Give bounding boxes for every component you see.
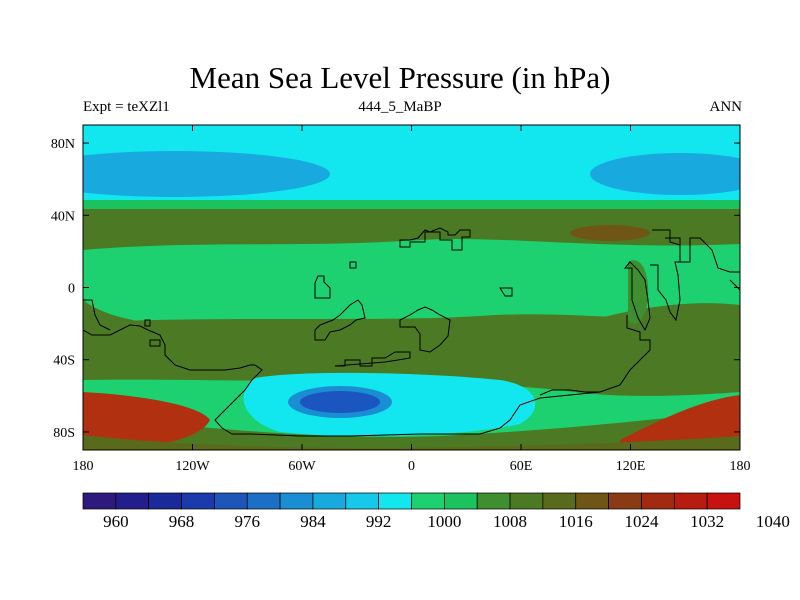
contour-field [83,125,740,450]
lat-label: 40S [53,354,75,369]
coast-island [349,261,357,269]
run-label: 444_5_MaBP [358,99,442,115]
band-polar-high-west [83,392,210,450]
colorbar-swatch [641,492,675,510]
coast-greenland [314,275,331,299]
colorbar-swatch [608,492,642,510]
colorbar-label: 984 [300,512,326,531]
coast-india [650,237,681,322]
band-equatorial [83,238,740,322]
colorbar-label: 992 [365,512,392,531]
colorbar-swatch [476,492,511,510]
lon-label: 0 [408,459,415,474]
colorbar-label: 960 [103,512,129,531]
colorbar-label: 1016 [558,512,593,531]
colorbar-label: 1024 [624,512,659,531]
colorbar-swatch [444,492,478,510]
lat-label: 40N [51,209,75,224]
coast-east-edge [729,279,740,291]
colorbar-swatch [312,492,347,510]
colorbar-swatch [378,492,412,510]
band-land-east [628,260,649,324]
colorbar-swatch [246,492,281,510]
coast-europe [399,227,471,251]
band-polar-edge [83,435,740,450]
coast-island-3 [149,339,161,347]
band-deep-low-core [300,391,380,413]
colorbar-swatch [214,492,248,510]
lon-label: 180 [730,459,751,474]
longitude-axis: 180 120W 60W 0 60E 120E 180 [73,125,751,474]
experiment-label: Expt = teXZl1 [83,99,170,115]
lon-label: 180 [73,459,94,474]
coast-south-atlantic [334,351,411,367]
coast-africa-north [399,306,451,353]
lat-label: 80S [53,426,75,441]
colorbar [82,492,741,510]
band-transition-north [83,200,740,210]
coastlines [83,227,740,437]
colorbar-swatch [345,492,379,510]
colorbar-swatch [115,492,150,510]
latitude-axis: 80N 40N 0 40S 80S [51,137,740,441]
colorbar-swatch [181,492,215,510]
coast-central-america [314,299,366,341]
colorbar-label: 1000 [427,512,462,531]
band-polar-high-east [620,395,740,450]
band-southern-high [83,300,740,362]
coast-asia-south [623,261,651,332]
lat-label: 80N [51,137,75,152]
lon-label: 120W [175,459,210,474]
colorbar-swatch [411,492,445,510]
lon-label: 120E [616,459,646,474]
colorbar-label: 1040 [755,512,790,531]
colorbar-swatch [279,492,314,510]
band-high-spot [570,225,650,241]
colorbar-swatch [82,492,117,510]
season-label: ANN [709,99,743,115]
colorbar-swatch [673,492,708,510]
coast-antarctic-arm [539,389,600,396]
band-low-north-west [83,151,330,197]
map-title: Mean Sea Level Pressure (in hPa) [189,60,611,95]
colorbar-label: 968 [168,512,195,531]
coast-island-2 [144,319,151,327]
colorbar-label: 1032 [690,512,725,531]
colorbar-swatch [542,492,577,510]
coast-island-4 [499,287,513,297]
colorbar-swatch [575,492,609,510]
colorbar-swatch [148,492,182,510]
coast-west-edge [83,299,111,331]
coast-southern-ocean [83,315,651,437]
colorbar-swatch [706,492,741,510]
lat-label: 0 [68,282,75,297]
lon-label: 60E [510,459,533,474]
colorbar-label: 1008 [493,512,528,531]
band-low-north-east [590,153,740,195]
coast-asia-east [652,229,740,273]
colorbar-label: 976 [234,512,261,531]
lon-label: 60W [288,459,316,474]
colorbar-swatch [509,492,544,510]
